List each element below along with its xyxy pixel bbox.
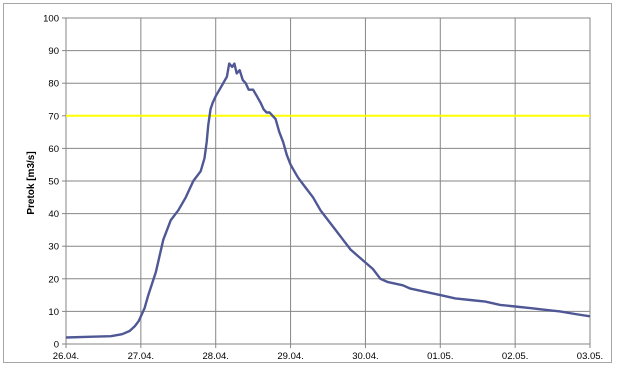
y-tick-label: 70 xyxy=(48,111,59,122)
x-tick-label: 02.05. xyxy=(502,351,528,362)
x-tick-label: 27.04. xyxy=(128,351,154,362)
y-tick-label: 100 xyxy=(43,14,59,25)
y-tick-label: 20 xyxy=(48,274,59,285)
x-tick-label: 26.04. xyxy=(53,351,79,362)
x-tick-label: 30.04. xyxy=(352,351,378,362)
y-tick-label: 80 xyxy=(48,79,59,90)
y-axis-label: Pretok [m3/s] xyxy=(26,151,37,214)
y-axis-ticks: 0 10 20 30 40 50 60 70 80 90 100 xyxy=(43,14,66,351)
gridlines xyxy=(65,17,591,345)
y-tick-label: 40 xyxy=(48,209,59,220)
y-tick-label: 10 xyxy=(48,307,59,318)
x-tick-label: 01.05. xyxy=(427,351,453,362)
y-tick-label: 0 xyxy=(54,340,59,351)
x-axis-ticks: 26.04. 27.04. 28.04. 29.04. 30.04. 01.05. 02.0… xyxy=(53,344,603,362)
x-tick-label: 28.04. xyxy=(203,351,229,362)
series-line-0 xyxy=(65,62,591,339)
x-tick-label: 29.04. xyxy=(277,351,303,362)
y-tick-label: 60 xyxy=(48,144,59,155)
series-group xyxy=(65,62,591,339)
y-tick-label: 30 xyxy=(48,242,59,253)
y-tick-label: 90 xyxy=(48,46,59,57)
y-tick-label: 50 xyxy=(48,177,59,188)
chart-frame xyxy=(3,3,612,363)
x-tick-label: 03.05. xyxy=(577,351,603,362)
